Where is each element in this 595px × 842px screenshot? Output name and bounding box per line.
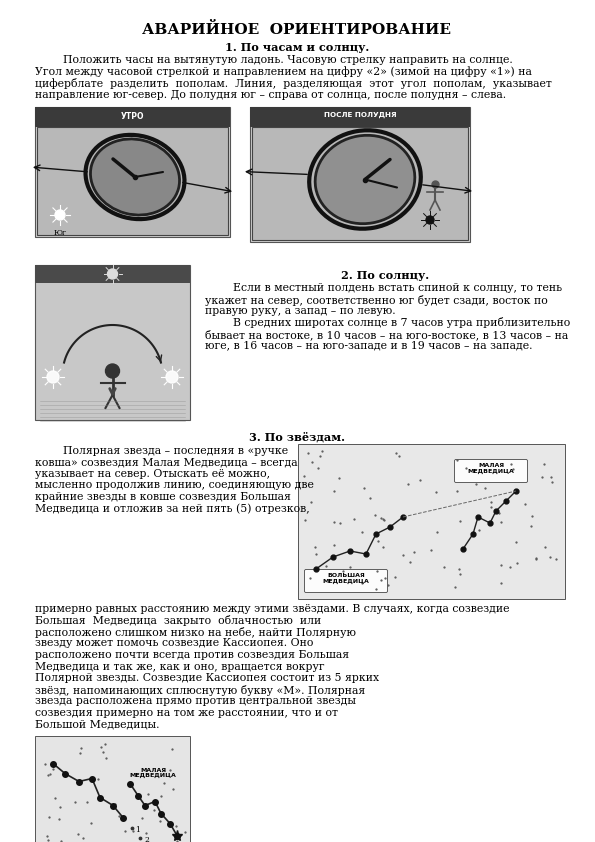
- Ellipse shape: [315, 136, 415, 224]
- Bar: [37, 127, 228, 235]
- Text: звезду может помочь созвездие Кассиопея. Оно: звезду может помочь созвездие Кассиопея.…: [35, 638, 314, 648]
- Circle shape: [426, 216, 434, 224]
- Text: звезда расположена прямо против центральной звезды: звезда расположена прямо против централь…: [35, 696, 356, 706]
- Text: МАЛАЯ
МЕДВЕДИЦА: МАЛАЯ МЕДВЕДИЦА: [130, 768, 177, 778]
- Circle shape: [108, 269, 117, 279]
- Text: правую руку, а запад – по левую.: правую руку, а запад – по левую.: [205, 306, 396, 316]
- Text: мысленно продолжив линию, соединяющую две: мысленно продолжив линию, соединяющую дв…: [35, 481, 314, 491]
- FancyBboxPatch shape: [305, 569, 387, 593]
- Text: расположено почти всегда против созвездия Большая: расположено почти всегда против созвезди…: [35, 650, 349, 660]
- Text: АВАРИЙНОЕ  ОРИЕНТИРОВАНИЕ: АВАРИЙНОЕ ОРИЕНТИРОВАНИЕ: [142, 22, 452, 37]
- Text: Большая  Медведица  закрыто  облачностью  или: Большая Медведица закрыто облачностью ил…: [35, 616, 321, 626]
- Text: направление юг-север. До полудня юг – справа от солнца, после полудня – слева.: направление юг-север. До полудня юг – сп…: [35, 89, 506, 99]
- Text: 1. По часам и солнцу.: 1. По часам и солнцу.: [225, 42, 369, 53]
- Text: указывает на север. Отыскать её можно,: указывает на север. Отыскать её можно,: [35, 469, 270, 479]
- Text: крайние звезды в ковше созвездия Большая: крайние звезды в ковше созвездия Большая: [35, 492, 291, 502]
- Bar: [252, 127, 468, 240]
- Text: Полярная звезда – последняя в «ручке: Полярная звезда – последняя в «ручке: [35, 446, 288, 456]
- Circle shape: [47, 371, 59, 383]
- Text: ПОСЛЕ ПОЛУДНЯ: ПОСЛЕ ПОЛУДНЯ: [324, 112, 396, 118]
- Circle shape: [105, 364, 120, 378]
- Text: МАЛАЯ
МЕДВЕДИЦА: МАЛАЯ МЕДВЕДИЦА: [468, 463, 515, 474]
- Text: Полярной звезды. Созвездие Кассиопея состоит из 5 ярких: Полярной звезды. Созвездие Кассиопея сос…: [35, 673, 379, 683]
- Text: расположено слишком низко на небе, найти Полярную: расположено слишком низко на небе, найти…: [35, 627, 356, 638]
- Text: Большой Медведицы.: Большой Медведицы.: [35, 719, 159, 729]
- Text: Если в местный полдень встать спиной к солнцу, то тень: Если в местный полдень встать спиной к с…: [205, 283, 562, 293]
- Text: Угол между часовой стрелкой и направлением на цифру «2» (зимой на цифру «1») на: Угол между часовой стрелкой и направлени…: [35, 67, 532, 77]
- Text: Медведица и так же, как и оно, вращается вокруг: Медведица и так же, как и оно, вращается…: [35, 662, 325, 672]
- Bar: [35, 107, 230, 127]
- Text: 3. По звёздам.: 3. По звёздам.: [249, 432, 345, 443]
- Bar: [250, 107, 470, 127]
- Circle shape: [55, 210, 65, 220]
- Text: циферблате  разделить  пополам.  Линия,  разделяющая  этот  угол  пополам,  указ: циферблате разделить пополам. Линия, раз…: [35, 78, 552, 89]
- Bar: [250, 107, 470, 242]
- Text: Юг: Юг: [54, 229, 67, 237]
- Ellipse shape: [90, 139, 180, 215]
- Text: ковша» созвездия Малая Медведица – всегда: ковша» созвездия Малая Медведица – всегд…: [35, 457, 298, 467]
- Text: 1: 1: [136, 826, 140, 834]
- Text: укажет на север, соответственно юг будет сзади, восток по: укажет на север, соответственно юг будет…: [205, 295, 548, 306]
- Circle shape: [166, 371, 178, 383]
- Text: Положить часы на вытянутую ладонь. Часовую стрелку направить на солнце.: Положить часы на вытянутую ладонь. Часов…: [35, 55, 513, 65]
- Text: примерно равных расстоянию между этими звёздами. В случаях, когда созвездие: примерно равных расстоянию между этими з…: [35, 604, 509, 614]
- Text: Медведица и отложив за ней пять (5) отрезков,: Медведица и отложив за ней пять (5) отре…: [35, 504, 310, 514]
- Text: УТРО: УТРО: [121, 112, 144, 121]
- Text: БОЛЬШАЯ
МЕДВЕДИЦА: БОЛЬШАЯ МЕДВЕДИЦА: [322, 573, 369, 584]
- Text: 2: 2: [144, 836, 149, 842]
- Text: звёзд, напоминающих сплюснутую букву «М». Полярная: звёзд, напоминающих сплюснутую букву «М»…: [35, 685, 365, 695]
- Text: 2. По солнцу.: 2. По солнцу.: [341, 270, 429, 281]
- Text: бывает на востоке, в 10 часов – на юго-востоке, в 13 часов – на: бывает на востоке, в 10 часов – на юго-в…: [205, 329, 568, 340]
- Text: юге, в 16 часов – на юго-западе и в 19 часов – на западе.: юге, в 16 часов – на юго-западе и в 19 ч…: [205, 340, 533, 350]
- Text: созвездия примерно на том же расстоянии, что и от: созвездия примерно на том же расстоянии,…: [35, 707, 338, 717]
- Bar: [35, 107, 230, 237]
- Bar: [298, 444, 565, 599]
- Bar: [35, 736, 190, 842]
- Text: В средних широтах солнце в 7 часов утра приблизительно: В средних широтах солнце в 7 часов утра …: [205, 317, 570, 328]
- Bar: [35, 265, 190, 420]
- Bar: [35, 265, 190, 283]
- FancyBboxPatch shape: [455, 460, 528, 482]
